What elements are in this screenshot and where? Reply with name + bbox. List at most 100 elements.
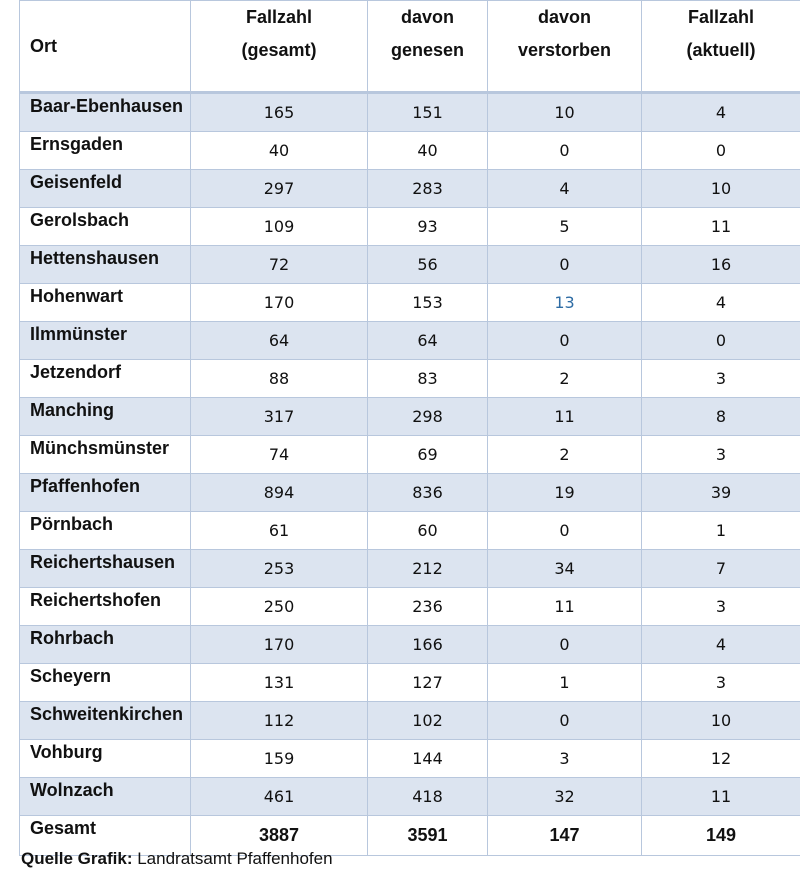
cell-genesen: 93 — [367, 207, 488, 246]
cell-fallzahl-gesamt: 88 — [190, 359, 368, 398]
cell-ort: Pfaffenhofen — [19, 473, 191, 512]
header-fallzahl-aktuell: Fallzahl (aktuell) — [641, 0, 800, 94]
cell-genesen: 418 — [367, 777, 488, 816]
cell-fallzahl-aktuell: 3 — [641, 435, 800, 474]
cell-fallzahl-aktuell: 11 — [641, 777, 800, 816]
cell-fallzahl-aktuell: 7 — [641, 549, 800, 588]
table-row: Münchsmünster 74 69 2 3 — [19, 435, 800, 474]
cell-fallzahl-aktuell: 3 — [641, 663, 800, 702]
cell-verstorben: 0 — [487, 511, 642, 550]
table-row: Ernsgaden 40 40 0 0 — [19, 131, 800, 170]
cell-fallzahl-gesamt: 61 — [190, 511, 368, 550]
cell-fallzahl-aktuell-total: 149 — [641, 815, 800, 856]
table-row: Manching 317 298 11 8 — [19, 397, 800, 436]
source-label: Quelle Grafik: — [21, 849, 133, 868]
cell-verstorben: 4 — [487, 169, 642, 208]
cell-ort: Reichertshofen — [19, 587, 191, 626]
cell-fallzahl-aktuell: 1 — [641, 511, 800, 550]
cell-verstorben: 1 — [487, 663, 642, 702]
cell-ort: Ernsgaden — [19, 131, 191, 170]
cell-ort: Hohenwart — [19, 283, 191, 322]
table-row: Reichertshofen 250 236 11 3 — [19, 587, 800, 626]
table-row: Pfaffenhofen 894 836 19 39 — [19, 473, 800, 512]
cell-genesen-total: 3591 — [367, 815, 488, 856]
cell-fallzahl-gesamt: 461 — [190, 777, 368, 816]
cell-genesen: 83 — [367, 359, 488, 398]
cell-fallzahl-aktuell: 4 — [641, 92, 800, 132]
cell-fallzahl-aktuell: 8 — [641, 397, 800, 436]
cell-ort: Jetzendorf — [19, 359, 191, 398]
cell-genesen: 69 — [367, 435, 488, 474]
cell-fallzahl-aktuell: 0 — [641, 131, 800, 170]
cell-genesen: 283 — [367, 169, 488, 208]
cell-verstorben: 19 — [487, 473, 642, 512]
header-verstorben-line1: davon — [537, 7, 591, 27]
cell-verstorben: 0 — [487, 131, 642, 170]
cell-fallzahl-gesamt: 109 — [190, 207, 368, 246]
cell-fallzahl-aktuell: 12 — [641, 739, 800, 778]
cell-ort: Münchsmünster — [19, 435, 191, 474]
header-genesen-line1: davon — [400, 7, 454, 27]
table-row: Jetzendorf 88 83 2 3 — [19, 359, 800, 398]
cell-fallzahl-gesamt-total: 3887 — [190, 815, 368, 856]
cell-fallzahl-aktuell: 39 — [641, 473, 800, 512]
header-genesen-line2: genesen — [390, 40, 465, 60]
cell-ort: Baar-Ebenhausen — [19, 92, 191, 132]
cell-ort: Vohburg — [19, 739, 191, 778]
table-header-row: Ort Fallzahl (gesamt) davon genesen davo… — [19, 0, 800, 94]
cell-ort: Hettenshausen — [19, 245, 191, 284]
cell-fallzahl-gesamt: 170 — [190, 625, 368, 664]
cell-ort: Gerolsbach — [19, 207, 191, 246]
header-fallzahl-gesamt-line2: (gesamt) — [241, 40, 317, 60]
cell-fallzahl-aktuell: 0 — [641, 321, 800, 360]
cell-genesen: 151 — [367, 92, 488, 132]
cell-ort: Rohrbach — [19, 625, 191, 664]
header-fallzahl-gesamt: Fallzahl (gesamt) — [190, 0, 368, 94]
cell-fallzahl-gesamt: 72 — [190, 245, 368, 284]
cell-ort: Geisenfeld — [19, 169, 191, 208]
cell-fallzahl-gesamt: 250 — [190, 587, 368, 626]
cell-fallzahl-aktuell: 16 — [641, 245, 800, 284]
cell-verstorben: 34 — [487, 549, 642, 588]
cell-ort: Manching — [19, 397, 191, 436]
cell-genesen: 836 — [367, 473, 488, 512]
cell-fallzahl-gesamt: 165 — [190, 92, 368, 132]
cell-genesen: 127 — [367, 663, 488, 702]
table-row: Scheyern 131 127 1 3 — [19, 663, 800, 702]
cell-ort: Pörnbach — [19, 511, 191, 550]
source-caption: Quelle Grafik: Landratsamt Pfaffenhofen — [21, 849, 333, 869]
cell-fallzahl-gesamt: 894 — [190, 473, 368, 512]
header-fallzahl-aktuell-line1: Fallzahl — [687, 7, 754, 27]
cell-fallzahl-gesamt: 170 — [190, 283, 368, 322]
table-row: Reichertshausen 253 212 34 7 — [19, 549, 800, 588]
cell-genesen: 166 — [367, 625, 488, 664]
cell-genesen: 60 — [367, 511, 488, 550]
cell-verstorben: 2 — [487, 359, 642, 398]
table-row: Baar-Ebenhausen 165 151 10 4 — [19, 92, 800, 132]
table-row: Vohburg 159 144 3 12 — [19, 739, 800, 778]
cell-genesen: 40 — [367, 131, 488, 170]
cell-fallzahl-gesamt: 159 — [190, 739, 368, 778]
cell-fallzahl-aktuell: 4 — [641, 625, 800, 664]
cell-verstorben: 11 — [487, 587, 642, 626]
cell-fallzahl-aktuell: 4 — [641, 283, 800, 322]
cell-verstorben: 32 — [487, 777, 642, 816]
header-verstorben: davon verstorben — [487, 0, 642, 94]
table-row: Hohenwart 170 153 13 4 — [19, 283, 800, 322]
cell-genesen: 56 — [367, 245, 488, 284]
cell-genesen: 102 — [367, 701, 488, 740]
cell-fallzahl-gesamt: 297 — [190, 169, 368, 208]
cell-fallzahl-gesamt: 253 — [190, 549, 368, 588]
cell-ort: Scheyern — [19, 663, 191, 702]
cell-genesen: 64 — [367, 321, 488, 360]
table-row: Schweitenkirchen 112 102 0 10 — [19, 701, 800, 740]
header-ort: Ort — [19, 0, 191, 94]
cell-ort: Reichertshausen — [19, 549, 191, 588]
table-row: Geisenfeld 297 283 4 10 — [19, 169, 800, 208]
cell-fallzahl-gesamt: 74 — [190, 435, 368, 474]
cell-fallzahl-aktuell: 3 — [641, 359, 800, 398]
cell-ort-total: Gesamt — [19, 815, 191, 856]
cell-ort: Wolnzach — [19, 777, 191, 816]
cell-verstorben: 0 — [487, 245, 642, 284]
case-table: Ort Fallzahl (gesamt) davon genesen davo… — [19, 0, 800, 856]
